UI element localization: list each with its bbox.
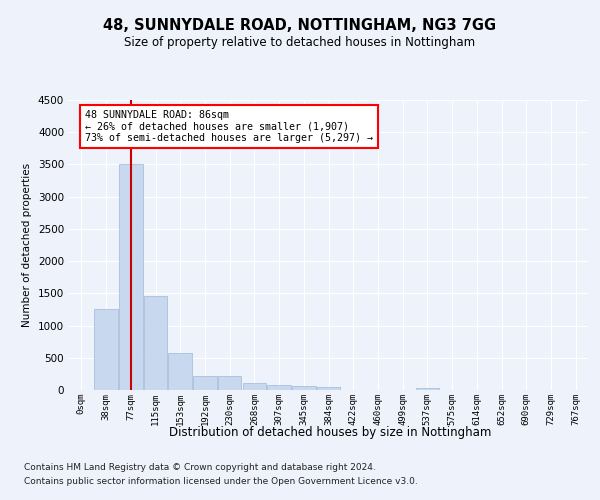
Bar	[416, 388, 439, 390]
Text: Contains HM Land Registry data © Crown copyright and database right 2024.: Contains HM Land Registry data © Crown c…	[24, 464, 376, 472]
Text: 48 SUNNYDALE ROAD: 86sqm
← 26% of detached houses are smaller (1,907)
73% of sem: 48 SUNNYDALE ROAD: 86sqm ← 26% of detach…	[85, 110, 373, 143]
Bar	[317, 387, 340, 390]
Text: Size of property relative to detached houses in Nottingham: Size of property relative to detached ho…	[124, 36, 476, 49]
Bar	[119, 164, 143, 390]
Text: Distribution of detached houses by size in Nottingham: Distribution of detached houses by size …	[169, 426, 491, 439]
Bar	[242, 383, 266, 390]
Bar	[144, 296, 167, 390]
Bar	[94, 310, 118, 390]
Text: 48, SUNNYDALE ROAD, NOTTINGHAM, NG3 7GG: 48, SUNNYDALE ROAD, NOTTINGHAM, NG3 7GG	[103, 18, 497, 32]
Text: Contains public sector information licensed under the Open Government Licence v3: Contains public sector information licen…	[24, 477, 418, 486]
Bar	[169, 354, 192, 390]
Bar	[193, 376, 217, 390]
Bar	[292, 386, 316, 390]
Y-axis label: Number of detached properties: Number of detached properties	[22, 163, 32, 327]
Bar	[218, 376, 241, 390]
Bar	[268, 385, 291, 390]
